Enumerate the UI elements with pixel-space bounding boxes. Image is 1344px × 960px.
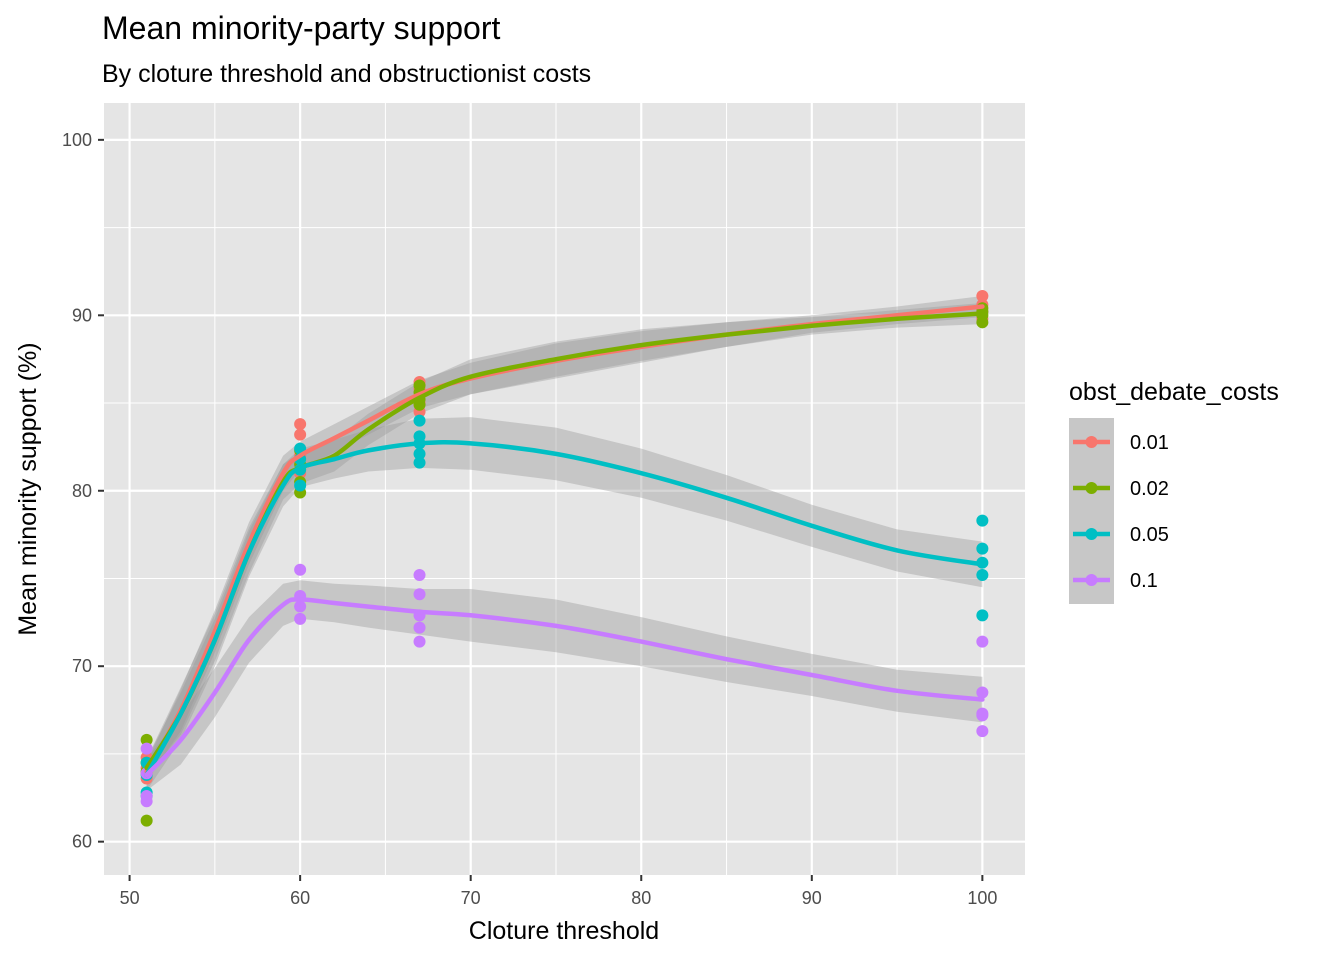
legend-label-0.01: 0.01 [1130, 432, 1169, 454]
legend-key-point-0.05 [1085, 528, 1098, 540]
x-axis-ticks: 50 60 70 80 90 100 [120, 875, 997, 908]
legend-label-0.02: 0.02 [1130, 478, 1169, 500]
data-point-0.05 [294, 479, 307, 492]
data-point-0.1 [976, 686, 989, 699]
data-point-0.01 [294, 418, 307, 431]
data-point-0.1 [294, 600, 307, 613]
x-tick-label: 80 [631, 888, 651, 908]
legend-label-0.1: 0.1 [1130, 570, 1158, 592]
x-tick-label: 90 [802, 888, 822, 908]
smooth-line-0.05 [144, 440, 985, 778]
data-point-0.05 [976, 514, 989, 527]
legend-key-point-0.01 [1085, 436, 1098, 448]
ribbon-0.05 [146, 417, 983, 791]
data-point-0.05 [976, 609, 989, 622]
chart-title: Mean minority-party support [102, 10, 500, 46]
grid-major [104, 103, 1025, 875]
y-axis-title: Mean minority support (%) [14, 342, 42, 635]
chart-subtitle: By cloture threshold and obstructionist … [102, 60, 591, 88]
smooth-lines [144, 304, 985, 778]
y-tick-label: 70 [72, 656, 92, 676]
x-tick-label: 70 [461, 888, 481, 908]
ribbon-0.1 [146, 580, 983, 791]
data-point-0.1 [976, 725, 989, 738]
x-tick-label: 50 [120, 888, 140, 908]
grid-minor [104, 103, 1025, 875]
data-point-0.05 [976, 542, 989, 555]
y-tick-label: 60 [72, 832, 92, 852]
data-point-0.1 [413, 588, 426, 601]
data-point-0.05 [976, 568, 989, 581]
data-point-0.1 [976, 709, 989, 722]
data-point-0.1 [140, 790, 153, 803]
plot-panel [104, 103, 1025, 875]
y-tick-label: 90 [72, 305, 92, 325]
data-point-0.1 [976, 635, 989, 648]
data-point-0.02 [976, 316, 989, 329]
legend-key-point-0.1 [1085, 574, 1098, 586]
data-point-0.1 [413, 621, 426, 634]
y-axis-ticks: 60 70 80 90 100 [62, 130, 104, 852]
legend-key-background [1069, 418, 1114, 604]
y-tick-label: 100 [62, 130, 92, 150]
data-point-0.05 [413, 447, 426, 460]
ribbon-0.01 [146, 296, 983, 781]
data-point-0.1 [294, 612, 307, 625]
data-point-0.01 [294, 428, 307, 441]
x-tick-label: 60 [290, 888, 310, 908]
data-point-0.02 [140, 814, 153, 827]
data-point-0.1 [413, 568, 426, 581]
data-point-0.1 [140, 742, 153, 755]
data-point-0.01 [976, 290, 989, 302]
data-point-0.1 [294, 563, 307, 576]
legend-key-point-0.02 [1085, 482, 1098, 494]
y-tick-label: 80 [72, 481, 92, 501]
legend-label-0.05: 0.05 [1130, 524, 1169, 546]
data-point-0.05 [413, 414, 426, 427]
data-point-0.1 [413, 635, 426, 648]
x-axis-title: Cloture threshold [469, 917, 659, 945]
x-tick-label: 100 [967, 888, 997, 908]
smooth-line-0.1 [144, 597, 985, 778]
legend: obst_debate_costs 0.01 0.02 0.05 0.1 [1069, 378, 1279, 604]
data-point-0.05 [413, 456, 426, 469]
legend-title: obst_debate_costs [1069, 378, 1279, 406]
data-point-0.02 [140, 733, 153, 746]
confidence-ribbons [146, 296, 983, 791]
